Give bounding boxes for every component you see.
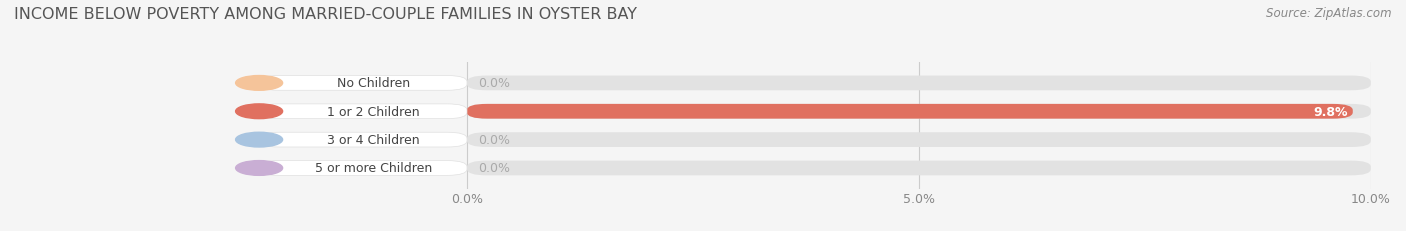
FancyBboxPatch shape	[467, 104, 1371, 119]
Text: Source: ZipAtlas.com: Source: ZipAtlas.com	[1267, 7, 1392, 20]
FancyBboxPatch shape	[259, 104, 467, 119]
Text: 0.0%: 0.0%	[478, 162, 510, 175]
Circle shape	[236, 133, 283, 147]
Text: INCOME BELOW POVERTY AMONG MARRIED-COUPLE FAMILIES IN OYSTER BAY: INCOME BELOW POVERTY AMONG MARRIED-COUPL…	[14, 7, 637, 22]
FancyBboxPatch shape	[259, 161, 467, 176]
FancyBboxPatch shape	[259, 76, 467, 91]
FancyBboxPatch shape	[467, 133, 1371, 147]
FancyBboxPatch shape	[259, 133, 467, 147]
Text: 0.0%: 0.0%	[478, 77, 510, 90]
Text: 9.8%: 9.8%	[1313, 105, 1348, 118]
Circle shape	[236, 161, 283, 176]
Text: 5 or more Children: 5 or more Children	[315, 162, 432, 175]
Text: No Children: No Children	[337, 77, 411, 90]
FancyBboxPatch shape	[467, 76, 1371, 91]
Text: 1 or 2 Children: 1 or 2 Children	[328, 105, 420, 118]
FancyBboxPatch shape	[467, 104, 1353, 119]
Text: 3 or 4 Children: 3 or 4 Children	[328, 134, 420, 146]
FancyBboxPatch shape	[467, 161, 1371, 176]
Text: 0.0%: 0.0%	[478, 134, 510, 146]
Circle shape	[236, 76, 283, 91]
Circle shape	[236, 104, 283, 119]
